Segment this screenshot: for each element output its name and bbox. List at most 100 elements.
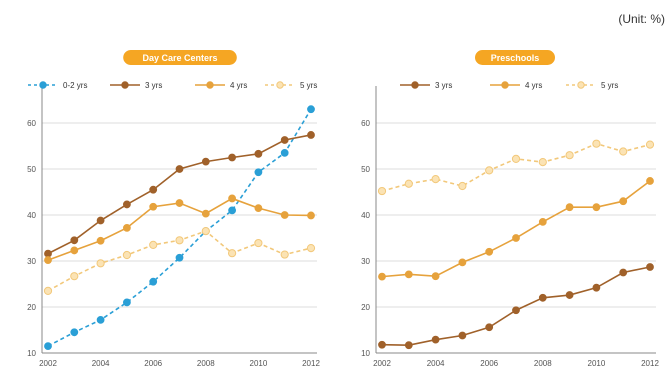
- x-tick-label: 2002: [373, 359, 391, 368]
- x-tick-label: 2010: [588, 359, 606, 368]
- data-point-5-yrs: [43, 286, 53, 295]
- data-point-4-yrs: [458, 258, 467, 267]
- y-tick-label: 10: [27, 349, 36, 358]
- data-point-5-yrs: [511, 154, 521, 163]
- data-point-5-yrs: [458, 181, 467, 191]
- data-point-3-yrs: [646, 263, 654, 271]
- legend-label-0-2-yrs: 0-2 yrs: [63, 81, 87, 90]
- x-tick-label: 2006: [480, 359, 498, 368]
- legend-marker-3-yrs: [121, 81, 129, 89]
- data-point-0-2-yrs: [44, 342, 52, 351]
- data-point-4-yrs: [280, 211, 289, 219]
- data-point-4-yrs: [228, 194, 237, 203]
- data-point-3-yrs: [149, 185, 158, 194]
- x-tick-label: 2012: [641, 359, 659, 368]
- chart-title: Preschools: [491, 53, 540, 63]
- data-point-5-yrs: [122, 250, 132, 260]
- data-point-4-yrs: [175, 199, 184, 207]
- data-point-5-yrs: [306, 244, 316, 253]
- data-point-4-yrs: [378, 272, 386, 281]
- chart-title-badge: [475, 50, 555, 65]
- x-tick-label: 2008: [534, 359, 552, 368]
- data-point-4-yrs: [512, 234, 520, 242]
- unit-label: (Unit: %): [618, 12, 665, 26]
- data-point-4-yrs: [592, 203, 601, 212]
- data-point-5-yrs: [70, 272, 79, 281]
- data-point-3-yrs: [280, 136, 289, 144]
- data-point-5-yrs: [280, 250, 289, 259]
- data-point-4-yrs: [538, 218, 547, 226]
- data-point-5-yrs: [619, 147, 628, 156]
- data-point-5-yrs: [228, 249, 237, 258]
- legend-label-5-yrs: 5 yrs: [300, 81, 317, 90]
- series-line-3-yrs: [381, 266, 651, 346]
- y-tick-label: 20: [361, 303, 370, 312]
- legend-marker-5-yrs: [577, 81, 585, 89]
- data-point-3-yrs: [44, 249, 52, 258]
- legend-marker-5-yrs: [276, 81, 284, 89]
- legend-label-4-yrs: 4 yrs: [525, 81, 542, 90]
- data-point-5-yrs: [254, 238, 263, 248]
- data-point-5-yrs: [175, 236, 184, 245]
- data-point-3-yrs: [175, 165, 184, 173]
- data-point-5-yrs: [149, 240, 158, 249]
- x-tick-label: 2012: [302, 359, 320, 368]
- data-point-4-yrs: [123, 223, 131, 232]
- y-tick-label: 30: [361, 257, 370, 266]
- y-tick-label: 10: [361, 349, 370, 358]
- data-point-0-2-yrs: [280, 149, 289, 157]
- data-point-3-yrs: [431, 335, 440, 344]
- data-point-3-yrs: [378, 340, 386, 349]
- y-tick-label: 60: [361, 119, 370, 128]
- data-point-5-yrs: [201, 227, 210, 236]
- data-point-5-yrs: [538, 158, 547, 167]
- chart-title: Day Care Centers: [142, 53, 217, 63]
- legend-label-3-yrs: 3 yrs: [435, 81, 452, 90]
- y-tick-label: 60: [27, 119, 36, 128]
- y-tick-label: 30: [27, 257, 36, 266]
- chart-title-badge: [123, 50, 237, 65]
- legend-marker-0-2-yrs: [39, 81, 47, 89]
- legend-marker-4-yrs: [206, 81, 214, 89]
- data-point-3-yrs: [619, 268, 628, 277]
- y-tick-label: 40: [27, 211, 36, 220]
- legend-marker-4-yrs: [501, 81, 509, 89]
- data-point-4-yrs: [646, 177, 654, 185]
- data-point-5-yrs: [431, 175, 440, 184]
- data-point-3-yrs: [538, 293, 547, 302]
- data-point-4-yrs: [70, 246, 79, 255]
- series-line-4-yrs: [47, 197, 312, 261]
- x-tick-label: 2004: [427, 359, 445, 368]
- series-line-3-yrs: [47, 134, 312, 255]
- y-tick-label: 50: [27, 165, 36, 174]
- data-point-0-2-yrs: [96, 315, 105, 324]
- data-point-3-yrs: [201, 157, 210, 166]
- legend-label-5-yrs: 5 yrs: [601, 81, 618, 90]
- data-point-0-2-yrs: [254, 168, 263, 177]
- data-point-5-yrs: [485, 166, 494, 175]
- data-point-4-yrs: [431, 272, 440, 281]
- data-point-3-yrs: [404, 341, 413, 350]
- data-point-3-yrs: [70, 236, 79, 245]
- data-point-3-yrs: [228, 153, 237, 162]
- data-point-0-2-yrs: [175, 253, 184, 262]
- data-point-0-2-yrs: [149, 277, 158, 286]
- x-tick-label: 2006: [144, 359, 162, 368]
- data-point-5-yrs: [592, 139, 601, 148]
- data-point-3-yrs: [254, 149, 263, 158]
- data-point-3-yrs: [485, 323, 494, 332]
- data-point-3-yrs: [96, 216, 105, 225]
- data-point-4-yrs: [201, 209, 210, 218]
- series-line-4-yrs: [381, 180, 651, 278]
- data-point-5-yrs: [565, 151, 574, 160]
- series-line-0-2-yrs: [47, 108, 312, 347]
- data-point-3-yrs: [512, 306, 520, 315]
- data-point-0-2-yrs: [123, 298, 131, 307]
- data-point-3-yrs: [565, 291, 574, 299]
- x-tick-label: 2010: [250, 359, 268, 368]
- data-point-5-yrs: [377, 186, 387, 196]
- data-point-0-2-yrs: [307, 105, 315, 114]
- data-point-4-yrs: [307, 211, 315, 220]
- legend-marker-3-yrs: [411, 81, 419, 89]
- y-tick-label: 50: [361, 165, 370, 174]
